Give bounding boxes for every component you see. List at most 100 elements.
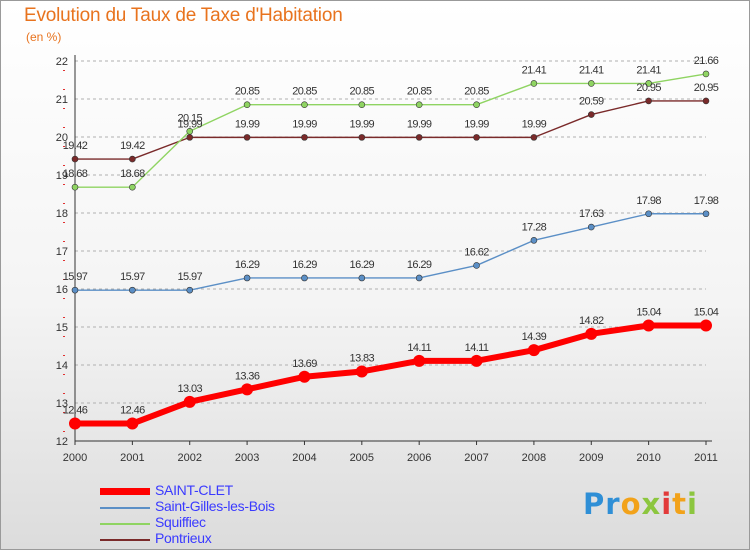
data-point bbox=[358, 101, 366, 108]
data-point bbox=[358, 274, 366, 282]
data-point bbox=[645, 80, 652, 87]
y-tick-label: 16 bbox=[56, 284, 68, 296]
chart-unit-label: (en %) bbox=[26, 30, 62, 44]
x-tick-label: 2006 bbox=[407, 452, 431, 464]
legend-swatch bbox=[100, 488, 150, 495]
chart-title: Evolution du Taux de Taxe d'Habitation bbox=[24, 5, 343, 26]
data-point bbox=[587, 80, 595, 87]
data-label: 20.85 bbox=[350, 86, 375, 98]
data-label: 21.41 bbox=[579, 64, 604, 76]
data-point bbox=[415, 274, 423, 282]
data-label: 20.59 bbox=[579, 96, 604, 108]
data-point bbox=[527, 344, 540, 357]
data-label: 17.98 bbox=[694, 195, 719, 207]
y-tick-label: 21 bbox=[56, 94, 68, 106]
data-label: 14.11 bbox=[407, 342, 431, 354]
data-label: 20.85 bbox=[464, 86, 489, 98]
y-tick-label: 22 bbox=[56, 56, 68, 68]
data-label: 20.85 bbox=[235, 86, 260, 98]
data-label: 20.15 bbox=[177, 112, 202, 124]
data-label: 19.99 bbox=[235, 118, 260, 130]
data-point bbox=[301, 274, 308, 282]
data-point bbox=[530, 80, 538, 87]
data-point bbox=[702, 97, 710, 105]
data-point bbox=[473, 134, 480, 141]
x-tick-label: 2000 bbox=[63, 452, 87, 464]
x-tick-label: 2011 bbox=[694, 452, 718, 464]
y-tick-label: 18 bbox=[56, 208, 68, 220]
data-point bbox=[243, 274, 251, 282]
data-point bbox=[71, 286, 79, 294]
data-point bbox=[413, 354, 426, 367]
data-label: 12.46 bbox=[120, 405, 145, 417]
data-point bbox=[645, 210, 652, 218]
data-point bbox=[129, 155, 136, 163]
data-point bbox=[585, 327, 598, 340]
data-label: 19.99 bbox=[292, 118, 317, 130]
data-label: 15.04 bbox=[636, 306, 661, 318]
legend-label: Squiffiec bbox=[155, 514, 206, 530]
logo-part: i bbox=[687, 487, 698, 521]
data-point bbox=[470, 354, 483, 367]
data-point bbox=[645, 97, 652, 105]
data-label: 21.66 bbox=[694, 55, 719, 67]
data-point bbox=[129, 183, 136, 191]
data-label: 19.99 bbox=[350, 118, 375, 130]
data-label: 17.28 bbox=[522, 221, 547, 233]
series-line-saint-gilles-les-bois bbox=[75, 213, 706, 291]
x-tick-label: 2003 bbox=[235, 452, 259, 464]
x-tick-label: 2004 bbox=[292, 452, 316, 464]
x-tick-label: 2005 bbox=[350, 452, 374, 464]
data-label: 19.42 bbox=[120, 140, 145, 152]
x-tick-label: 2002 bbox=[177, 452, 201, 464]
y-tick-label: 17 bbox=[56, 246, 68, 258]
data-point bbox=[241, 383, 254, 396]
logo-part: Pr bbox=[583, 487, 621, 521]
data-point bbox=[71, 183, 79, 191]
data-point bbox=[301, 101, 308, 108]
x-tick-label: 2010 bbox=[636, 452, 660, 464]
data-label: 13.36 bbox=[235, 370, 260, 382]
series-line-squiffiec bbox=[75, 73, 707, 188]
x-tick-label: 2007 bbox=[464, 452, 488, 464]
legend-swatch bbox=[100, 523, 150, 525]
y-tick-label: 14 bbox=[56, 360, 68, 372]
data-label: 21.41 bbox=[522, 64, 547, 76]
logo-part: i bbox=[661, 487, 673, 521]
y-tick-label: 12 bbox=[56, 436, 68, 448]
x-tick-label: 2009 bbox=[579, 452, 603, 464]
data-point bbox=[355, 365, 368, 378]
y-tick-label: 19 bbox=[56, 170, 68, 182]
data-point bbox=[700, 319, 712, 332]
data-label: 16.62 bbox=[464, 246, 489, 258]
data-label: 20.85 bbox=[407, 86, 432, 98]
data-point bbox=[415, 101, 423, 108]
data-point bbox=[587, 223, 595, 231]
proxiti-logo: Proxiti bbox=[583, 487, 698, 521]
data-point bbox=[530, 134, 538, 141]
data-point bbox=[642, 319, 655, 332]
logo-part: x bbox=[641, 487, 662, 521]
data-point bbox=[186, 128, 194, 135]
data-label: 17.63 bbox=[579, 208, 604, 220]
data-label: 20.95 bbox=[694, 82, 719, 94]
data-point bbox=[473, 262, 480, 269]
data-label: 13.69 bbox=[292, 358, 317, 370]
data-point bbox=[186, 134, 194, 141]
data-point bbox=[183, 395, 196, 408]
legend-swatch bbox=[100, 507, 150, 509]
data-label: 16.29 bbox=[292, 259, 317, 271]
data-label: 16.29 bbox=[235, 259, 260, 271]
legend-label: Saint-Gilles-les-Bois bbox=[155, 498, 275, 514]
data-label: 19.99 bbox=[407, 118, 432, 130]
legend-label: Pontrieux bbox=[155, 530, 212, 546]
y-tick-label: 13 bbox=[56, 398, 68, 410]
data-point bbox=[126, 417, 139, 430]
data-label: 15.97 bbox=[177, 271, 202, 283]
data-label: 13.03 bbox=[177, 383, 202, 395]
data-point bbox=[415, 134, 423, 141]
data-label: 14.82 bbox=[579, 315, 604, 327]
logo-part: t bbox=[672, 487, 688, 521]
data-label: 15.97 bbox=[120, 271, 145, 283]
